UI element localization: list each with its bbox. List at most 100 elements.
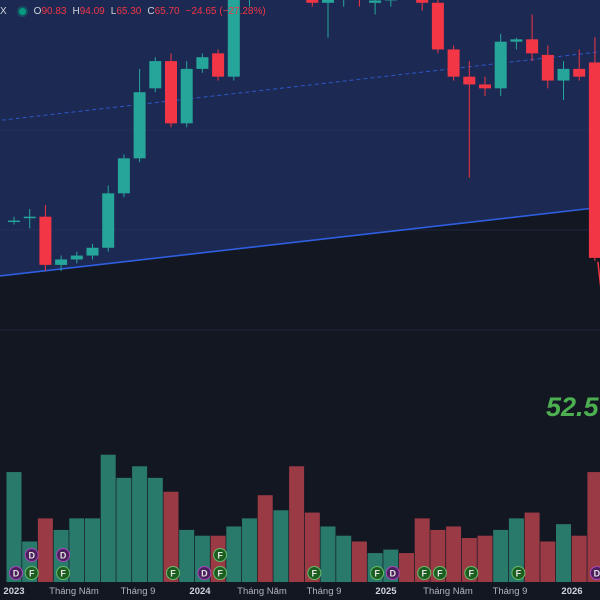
market-status-icon [18, 7, 26, 15]
candle-body [23, 216, 36, 219]
candle-body [416, 0, 429, 3]
x-tick-label: 2025 [375, 586, 397, 597]
event-marker-label: D [60, 551, 67, 561]
volume-bar [493, 529, 509, 582]
event-f-icon [24, 566, 39, 580]
event-f-icon [166, 566, 180, 580]
event-marker-label: F [170, 569, 176, 579]
candle-body [573, 68, 586, 77]
low-label: L [110, 5, 117, 17]
candle-body [117, 158, 130, 194]
x-tick-label: 2024 [189, 586, 211, 597]
candle-body [8, 220, 20, 223]
volume-bar [147, 477, 163, 582]
event-f-icon [511, 566, 526, 580]
event-marker-label: D [201, 569, 208, 579]
candle-body [557, 68, 570, 81]
event-marker-label: F [60, 569, 66, 579]
low-value: 65.30 [116, 5, 142, 17]
volume-bar [351, 541, 367, 582]
candle-body [510, 39, 523, 42]
volume-bar [524, 512, 540, 582]
event-marker-label: F [469, 569, 475, 579]
event-d-icon [197, 566, 212, 580]
event-f-icon [370, 566, 385, 580]
change-value: −24.65 (−27.28%) [185, 5, 266, 17]
event-d-icon [385, 566, 400, 580]
close-label: C [147, 5, 155, 17]
event-f-icon [417, 566, 432, 580]
volume-bar [37, 518, 53, 582]
event-marker-label: F [312, 569, 318, 579]
event-f-icon [213, 548, 228, 562]
candle-body [102, 193, 115, 248]
volume-bar [226, 526, 242, 582]
volume-bar [540, 541, 556, 582]
candle-body [212, 53, 225, 77]
high-value: 94.09 [79, 5, 105, 17]
volume-bar [116, 477, 132, 582]
event-f-icon [213, 566, 228, 580]
x-tick-label: Tháng 9 [492, 586, 528, 597]
event-d-icon [589, 566, 600, 580]
open-value: 90.83 [41, 5, 67, 17]
candle-body [369, 0, 382, 3]
channel-lower-line [0, 206, 600, 277]
candle-body [494, 41, 507, 89]
volume-bar [556, 524, 571, 582]
event-marker-label: F [374, 569, 380, 579]
volume-bar [446, 526, 462, 582]
candle-body [180, 68, 193, 124]
volume-bar [163, 491, 179, 582]
open-label: O [33, 5, 42, 17]
x-tick-label: Tháng 9 [306, 586, 342, 597]
candle-body [306, 0, 319, 3]
event-marker-label: F [217, 551, 223, 561]
candle-body [70, 255, 83, 260]
volume-bar [273, 510, 289, 582]
volume-bar [289, 466, 305, 582]
event-marker-label: F [516, 569, 522, 579]
candle-body [526, 39, 539, 54]
volume-bar [336, 535, 352, 582]
volume-bar [320, 526, 336, 582]
event-marker-label: D [28, 551, 35, 561]
event-f-icon [432, 566, 447, 580]
channel-mid-line [0, 51, 600, 121]
volume-bar [132, 466, 148, 582]
volume-bar [414, 518, 430, 582]
close-value: 65.70 [154, 5, 180, 17]
event-marker-label: D [13, 569, 20, 579]
x-tick-label: Tháng Năm [423, 586, 473, 597]
volume-bar [571, 535, 587, 582]
event-marker-label: F [29, 569, 35, 579]
candle-body [541, 54, 554, 81]
event-marker-label: D [594, 569, 600, 579]
x-tick-label: Tháng 9 [120, 586, 156, 597]
symbol-name: X [0, 5, 7, 17]
x-tick-label: Tháng Năm [49, 586, 99, 597]
volume-bar [587, 472, 600, 582]
volume-bar [179, 529, 195, 582]
volume-bar [477, 535, 493, 582]
candle-body [479, 84, 491, 89]
target-price-label: 52.5 [546, 392, 599, 422]
volume-bar [6, 472, 22, 582]
event-f-icon [307, 566, 322, 580]
volume-bar [257, 495, 273, 582]
candle-body [165, 61, 177, 124]
volume-bar [100, 454, 116, 582]
volume-bar [242, 518, 257, 582]
event-d-icon [9, 566, 23, 580]
candle-body [227, 0, 240, 77]
time-axis[interactable]: 2023 Tháng Năm Tháng 9 2024 Tháng Năm Tháng 9… [0, 582, 600, 600]
volume-bar [399, 553, 414, 582]
candle-body [588, 62, 600, 258]
ohlc-legend: X O90.83 H94.09 L65.30 C65.70 −24.65 (−2… [0, 2, 266, 20]
x-tick-label: 2026 [561, 586, 583, 597]
x-tick-label: Tháng Năm [237, 586, 287, 597]
event-marker-label: F [437, 569, 443, 579]
candle-body [86, 247, 99, 256]
